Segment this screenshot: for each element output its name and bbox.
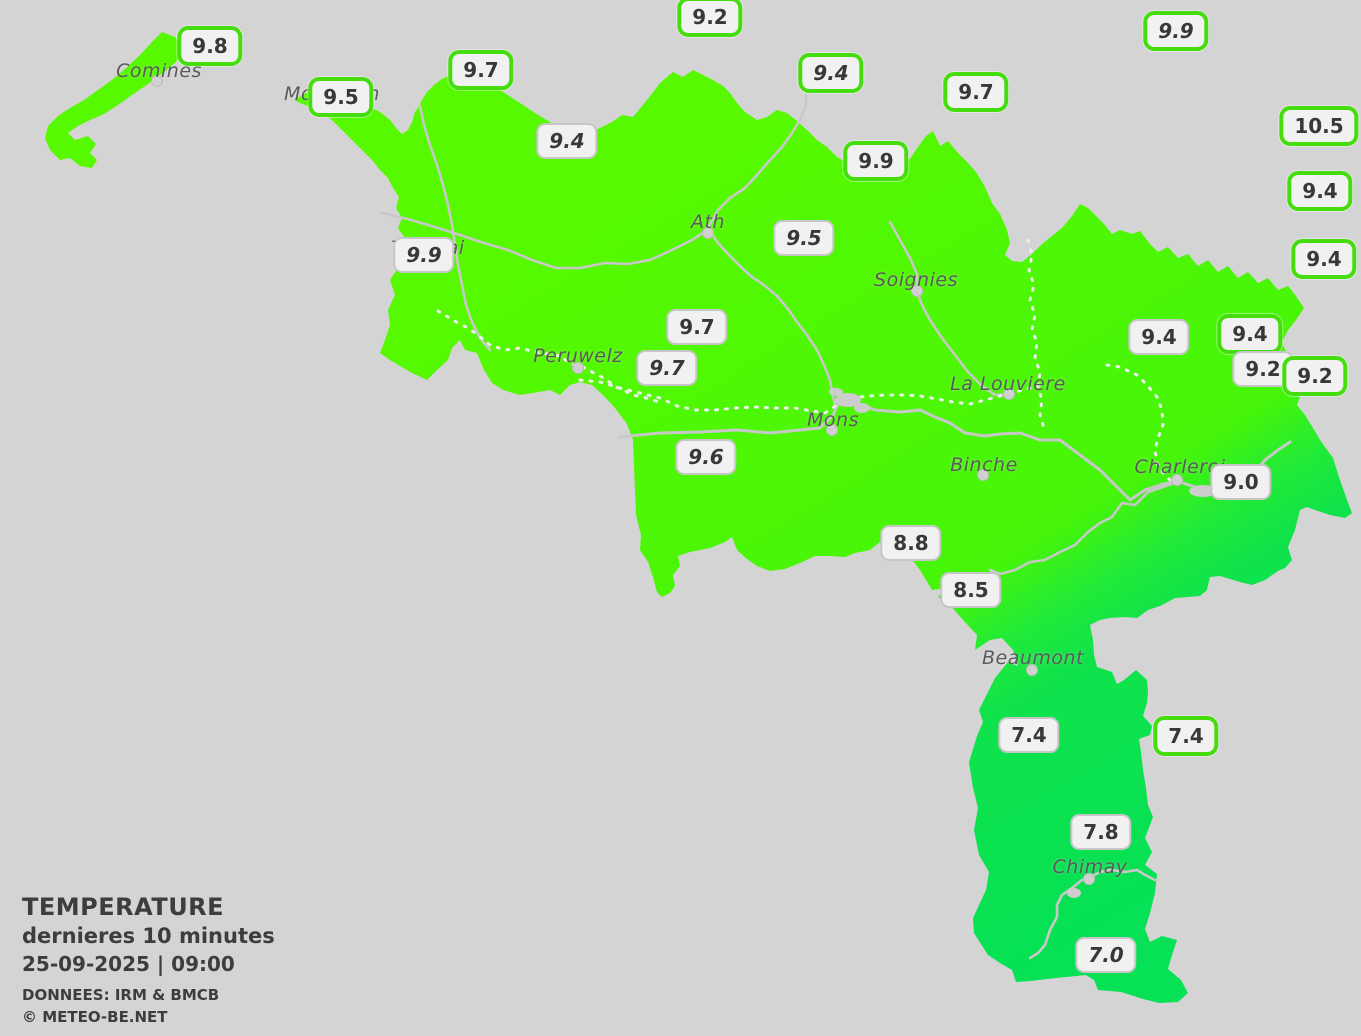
river-sambre bbox=[988, 480, 1179, 576]
road-soignies bbox=[888, 220, 1011, 397]
border-charleroi-loop bbox=[1105, 363, 1172, 482]
map-title: TEMPERATURE bbox=[22, 893, 225, 921]
map-region-hainaut bbox=[294, 69, 1352, 1003]
road-network bbox=[380, 58, 1292, 960]
map-datetime: 25-09-2025 | 09:00 bbox=[22, 952, 235, 976]
border-east-vertical bbox=[1026, 238, 1046, 430]
border-dotted-lines bbox=[436, 238, 1172, 482]
road-ath-mons bbox=[706, 226, 838, 410]
data-source: DONNEES: IRM & BMCB bbox=[22, 986, 220, 1004]
border-mid bbox=[578, 378, 1042, 415]
map-subtitle: dernieres 10 minutes bbox=[22, 924, 275, 948]
title-block: TEMPERATURE dernieres 10 minutes 25-09-2… bbox=[22, 893, 275, 1026]
border-france-sw bbox=[436, 309, 662, 404]
road-tournai-lobe bbox=[418, 104, 492, 352]
map-region-comines bbox=[45, 32, 184, 168]
road-chimay bbox=[1028, 868, 1157, 960]
copyright: © METEO-BE.NET bbox=[22, 1008, 168, 1026]
road-ath-west bbox=[380, 211, 709, 270]
